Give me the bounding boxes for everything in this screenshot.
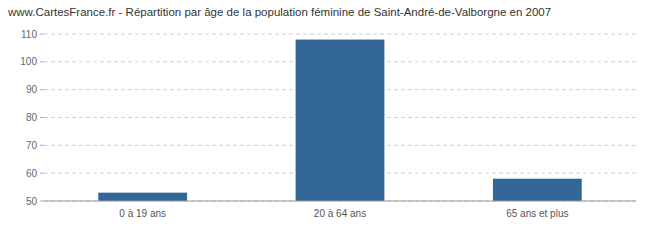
x-axis-line <box>44 201 636 202</box>
bars <box>98 40 581 201</box>
y-tick <box>40 34 44 35</box>
y-tick-label: 70 <box>26 140 38 151</box>
chart: www.CartesFrance.fr - Répartition par âg… <box>0 0 650 229</box>
bar <box>493 179 582 201</box>
y-tick <box>40 201 44 202</box>
y-tick-label: 110 <box>21 29 37 40</box>
y-tick <box>40 173 44 174</box>
chart-container: www.CartesFrance.fr - Répartition par âg… <box>0 0 650 229</box>
grid-line <box>44 201 636 202</box>
x-tick-label: 65 ans et plus <box>506 208 568 219</box>
bar <box>296 40 385 201</box>
bar <box>98 193 187 201</box>
grid-line <box>44 34 636 35</box>
y-tick-label: 80 <box>26 112 38 123</box>
y-tick <box>40 61 44 62</box>
title: www.CartesFrance.fr - Répartition par âg… <box>7 6 551 18</box>
y-tick-label: 60 <box>26 168 38 179</box>
y-tick <box>40 145 44 146</box>
y-tick-label: 50 <box>26 196 38 207</box>
y-tick <box>40 117 44 118</box>
x-tick-label: 0 à 19 ans <box>119 208 166 219</box>
y-tick-label: 90 <box>26 84 38 95</box>
y-tick-label: 100 <box>20 56 37 67</box>
x-tick-label: 20 à 64 ans <box>314 208 366 219</box>
y-axis: 50 60 70 80 90 100 110 <box>20 29 44 207</box>
x-axis: 0 à 19 ans 20 à 64 ans 65 ans et plus <box>44 201 636 219</box>
y-tick <box>40 89 44 90</box>
